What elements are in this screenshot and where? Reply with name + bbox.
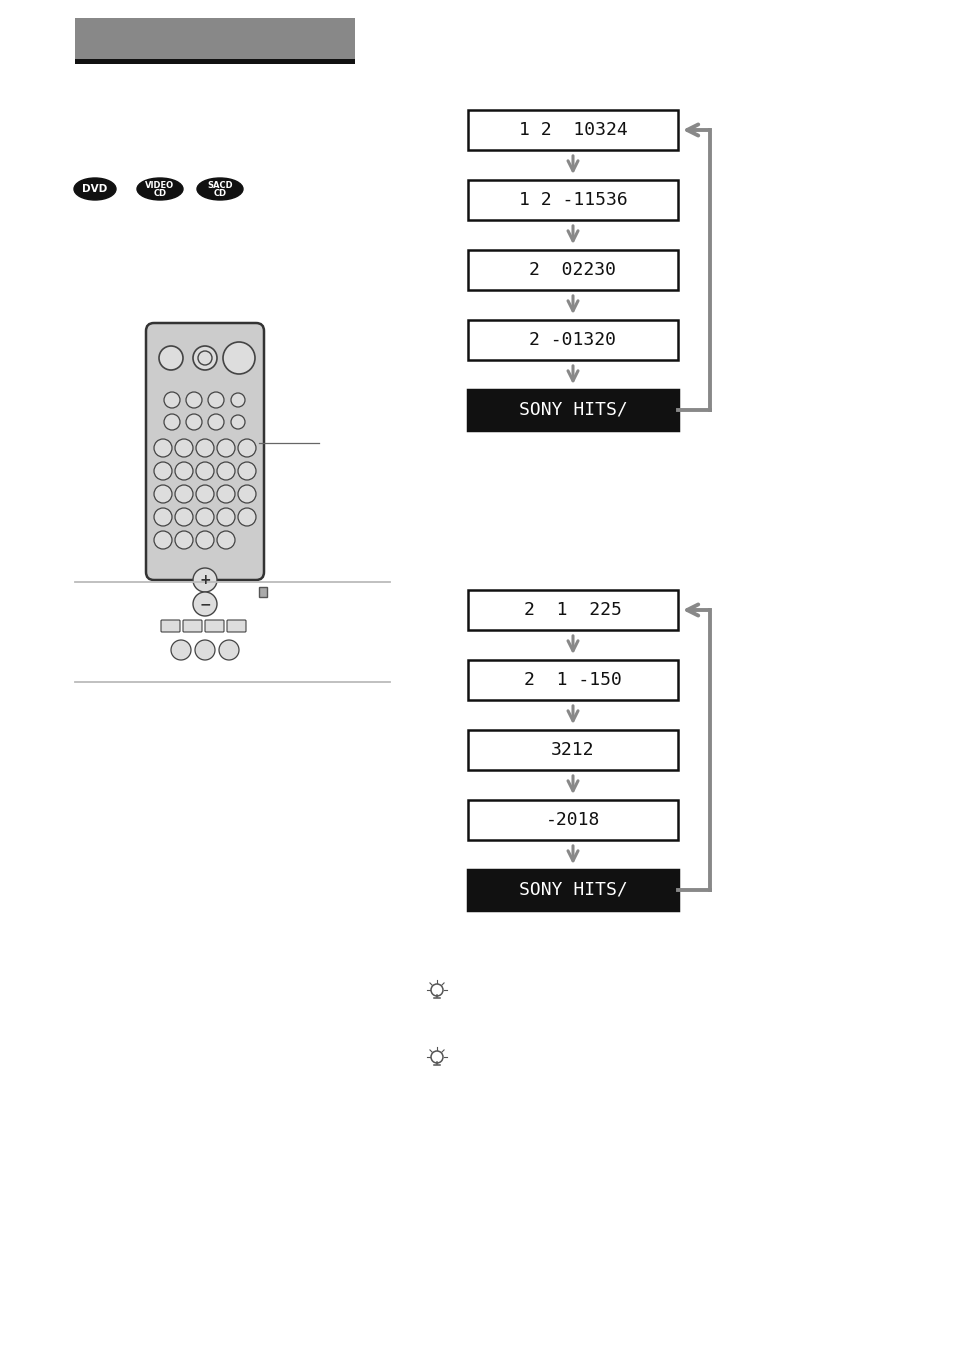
Text: -2018: -2018 xyxy=(545,811,599,829)
Bar xyxy=(468,730,678,771)
Text: 2  1  225: 2 1 225 xyxy=(523,602,621,619)
Circle shape xyxy=(431,1051,442,1063)
Circle shape xyxy=(195,485,213,503)
Circle shape xyxy=(195,508,213,526)
Circle shape xyxy=(223,342,254,375)
Circle shape xyxy=(193,346,216,370)
FancyBboxPatch shape xyxy=(205,621,224,631)
Circle shape xyxy=(237,485,255,503)
Text: 1 2 -11536: 1 2 -11536 xyxy=(518,191,627,210)
Circle shape xyxy=(186,392,202,408)
Circle shape xyxy=(174,485,193,503)
Circle shape xyxy=(193,568,216,592)
FancyBboxPatch shape xyxy=(183,621,202,631)
Circle shape xyxy=(195,462,213,480)
Text: −: − xyxy=(199,598,211,611)
Text: +: + xyxy=(199,573,211,587)
Bar xyxy=(468,589,678,630)
Circle shape xyxy=(216,531,234,549)
Text: SONY HITS/: SONY HITS/ xyxy=(518,882,627,899)
Ellipse shape xyxy=(74,178,116,200)
Text: 3212: 3212 xyxy=(551,741,594,758)
Text: SACD: SACD xyxy=(207,181,233,189)
Bar xyxy=(468,110,678,150)
Circle shape xyxy=(153,485,172,503)
Text: VIDEO: VIDEO xyxy=(145,181,174,189)
Bar xyxy=(468,660,678,700)
Text: DVD: DVD xyxy=(82,184,108,193)
Circle shape xyxy=(174,439,193,457)
Text: 2 -01320: 2 -01320 xyxy=(529,331,616,349)
Text: CD: CD xyxy=(213,188,226,197)
FancyBboxPatch shape xyxy=(146,323,264,580)
Circle shape xyxy=(198,352,212,365)
Circle shape xyxy=(153,508,172,526)
Circle shape xyxy=(431,984,442,996)
FancyBboxPatch shape xyxy=(227,621,246,631)
Circle shape xyxy=(208,392,224,408)
Circle shape xyxy=(219,639,239,660)
Circle shape xyxy=(237,462,255,480)
Circle shape xyxy=(193,592,216,617)
Ellipse shape xyxy=(196,178,243,200)
Bar xyxy=(258,587,267,598)
Bar xyxy=(468,869,678,910)
Circle shape xyxy=(194,639,214,660)
Ellipse shape xyxy=(137,178,183,200)
Bar xyxy=(75,59,355,64)
Bar xyxy=(468,800,678,840)
Circle shape xyxy=(171,639,191,660)
Circle shape xyxy=(174,508,193,526)
Circle shape xyxy=(153,439,172,457)
Bar xyxy=(468,320,678,360)
Circle shape xyxy=(216,485,234,503)
Circle shape xyxy=(174,531,193,549)
Circle shape xyxy=(159,346,183,370)
Circle shape xyxy=(237,508,255,526)
Circle shape xyxy=(195,439,213,457)
Circle shape xyxy=(164,414,180,430)
Circle shape xyxy=(164,392,180,408)
Bar xyxy=(468,180,678,220)
Bar xyxy=(75,18,355,59)
Circle shape xyxy=(186,414,202,430)
Text: CD: CD xyxy=(153,188,167,197)
Circle shape xyxy=(237,439,255,457)
Circle shape xyxy=(195,531,213,549)
Text: 2  1 -150: 2 1 -150 xyxy=(523,671,621,690)
Text: SONY HITS/: SONY HITS/ xyxy=(518,402,627,419)
Text: 1 2  10324: 1 2 10324 xyxy=(518,120,627,139)
Circle shape xyxy=(208,414,224,430)
Circle shape xyxy=(231,415,245,429)
Circle shape xyxy=(231,393,245,407)
Circle shape xyxy=(174,462,193,480)
Text: 2  02230: 2 02230 xyxy=(529,261,616,279)
Bar xyxy=(468,250,678,289)
FancyBboxPatch shape xyxy=(161,621,180,631)
Bar xyxy=(468,389,678,430)
Circle shape xyxy=(153,531,172,549)
Circle shape xyxy=(216,462,234,480)
Circle shape xyxy=(216,439,234,457)
Circle shape xyxy=(153,462,172,480)
Circle shape xyxy=(216,508,234,526)
